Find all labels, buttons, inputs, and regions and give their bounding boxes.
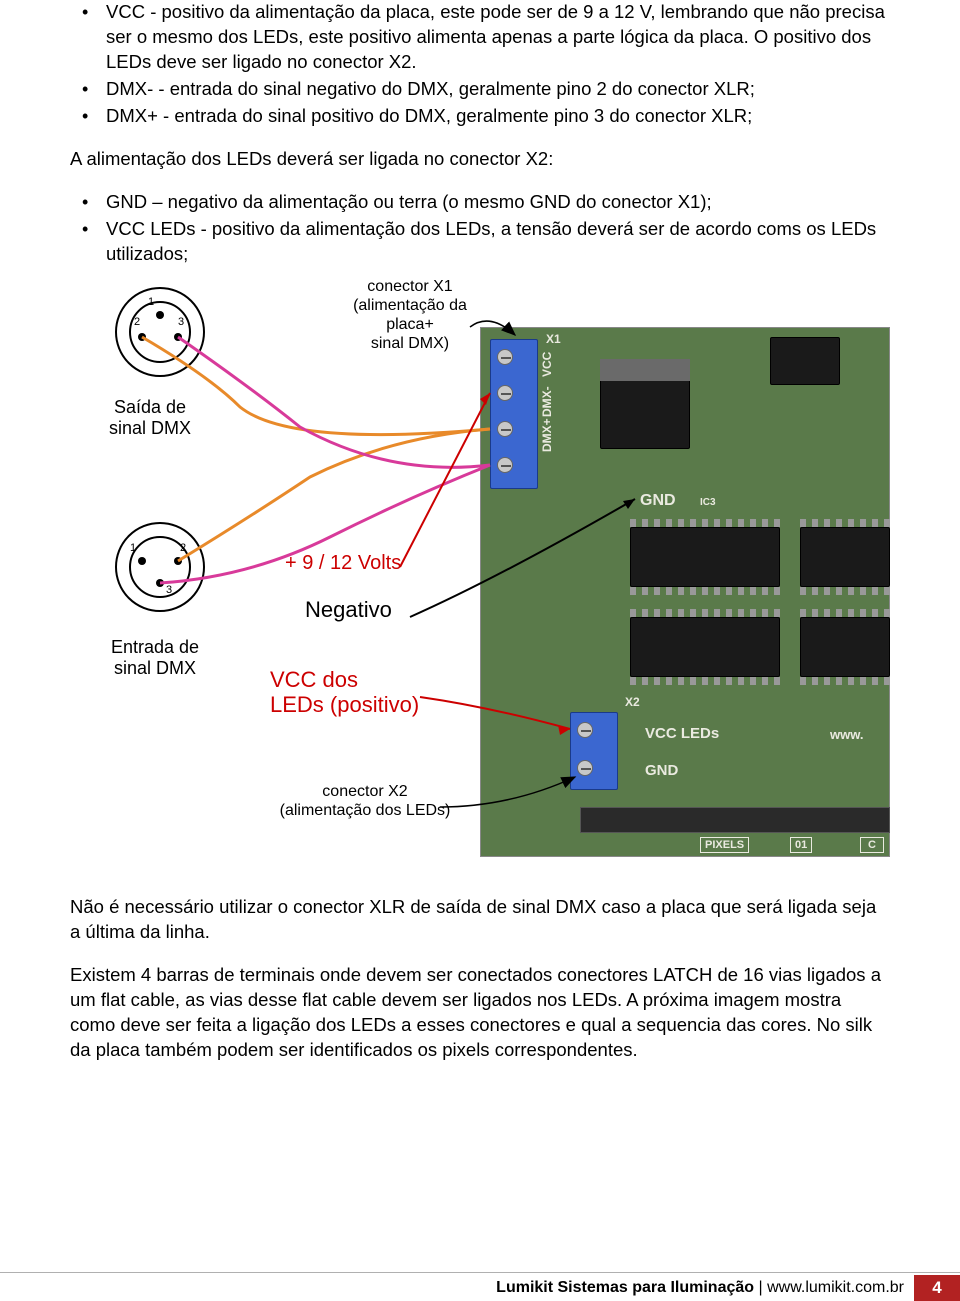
page-content: VCC - positivo da alimentação da placa, … (0, 0, 960, 1063)
wiring-diagram: X1 DMX+ DMX- VCC GND IC3 X2 VCC LEDs GND… (70, 277, 890, 877)
wire-vcc-leds (420, 697, 570, 729)
xlr-pin-2: 2 (180, 542, 186, 554)
label-negativo: Negativo (305, 597, 392, 623)
footer-text: Lumikit Sistemas para Iluminação | www.l… (496, 1279, 904, 1297)
bullet-item: GND – negativo da alimentação ou terra (… (106, 190, 890, 215)
bullet-list-1: VCC - positivo da alimentação da placa, … (70, 0, 890, 129)
label-line: sinal DMX (109, 418, 191, 438)
xlr-pin-3: 3 (166, 584, 172, 596)
label-line: (alimentação da placa+ (353, 297, 467, 333)
bullet-item: DMX- - entrada do sinal negativo do DMX,… (106, 77, 890, 102)
xlr-pin-2: 2 (134, 316, 140, 328)
footer-url: www.lumikit.com.br (767, 1279, 904, 1296)
label-line: sinal DMX (114, 658, 196, 678)
wiring-svg: 2 1 3 1 2 3 (70, 277, 890, 877)
xlr-pin-1: 1 (130, 542, 136, 554)
bullet-item: VCC LEDs - positivo da alimentação dos L… (106, 217, 890, 267)
wire-vcc (400, 393, 490, 567)
arrow-x2 (440, 777, 575, 807)
label-line: conector X2 (322, 783, 407, 800)
label-saida: Saída de sinal DMX (90, 397, 210, 440)
label-line: conector X1 (367, 278, 452, 295)
page-footer: Lumikit Sistemas para Iluminação | www.l… (0, 1271, 960, 1301)
wire-dmx-minus-in (178, 429, 490, 561)
label-x1: conector X1 (alimentação da placa+ sinal… (330, 277, 490, 354)
bullet-item: DMX+ - entrada do sinal positivo do DMX,… (106, 104, 890, 129)
label-line: sinal DMX) (371, 335, 449, 352)
paragraph: A alimentação dos LEDs deverá ser ligada… (70, 147, 890, 172)
page-number: 4 (914, 1275, 960, 1301)
label-x2: conector X2 (alimentação dos LEDs) (270, 782, 460, 820)
xlr-input: 1 2 3 (116, 523, 204, 611)
label-vcc-leds: VCC dos LEDs (positivo) (270, 667, 419, 718)
label-volts: + 9 / 12 Volts (285, 552, 401, 575)
footer-sep: | (754, 1279, 767, 1296)
paragraph: Não é necessário utilizar o conector XLR… (70, 895, 890, 945)
label-line: LEDs (positivo) (270, 692, 419, 717)
label-entrada: Entrada de sinal DMX (90, 637, 220, 680)
paragraph: Existem 4 barras de terminais onde devem… (70, 963, 890, 1063)
bullet-item: VCC - positivo da alimentação da placa, … (106, 0, 890, 75)
label-line: Entrada de (111, 637, 199, 657)
wire-negativo (410, 499, 635, 617)
xlr-pin-3: 3 (178, 316, 184, 328)
xlr-pin-1: 1 (148, 296, 154, 308)
arrowhead-vcc (480, 393, 490, 405)
wire-dmx-plus-out (178, 337, 490, 467)
xlr-output: 2 1 3 (116, 288, 204, 376)
bullet-list-2: GND – negativo da alimentação ou terra (… (70, 190, 890, 267)
footer-brand: Lumikit Sistemas para Iluminação (496, 1279, 754, 1296)
label-line: Saída de (114, 397, 186, 417)
label-line: (alimentação dos LEDs) (280, 802, 451, 819)
label-line: VCC dos (270, 667, 358, 692)
